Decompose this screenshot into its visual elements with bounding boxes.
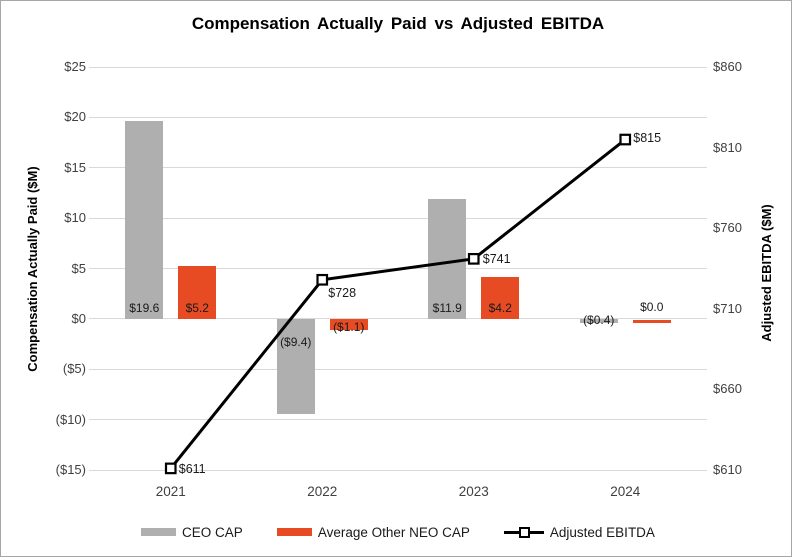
bar-ceo-cap-2022	[276, 319, 315, 415]
bar-label-ceo-cap-2021: $19.6	[129, 300, 160, 315]
x-tick-label-2024: 2024	[610, 484, 641, 499]
legend: CEO CAP Average Other NEO CAP Adjusted E…	[95, 522, 701, 542]
ebitda-marker-2021	[164, 462, 177, 475]
gridline--5	[89, 368, 707, 370]
bar-label-ceo-cap-2022: ($9.4)	[280, 334, 312, 349]
gridline-20	[89, 116, 707, 118]
x-tick-label-2023: 2023	[458, 484, 489, 499]
legend-item-ceo-cap: CEO CAP	[141, 525, 243, 540]
left-ytick--10: ($10)	[55, 411, 86, 427]
right-axis-title: Adjusted EBITDA ($M)	[759, 204, 774, 342]
right-ytick-710: $710	[713, 300, 742, 316]
right-ytick-760: $760	[713, 220, 742, 236]
right-ytick-610: $610	[713, 462, 742, 477]
left-ytick-10: $10	[64, 210, 86, 226]
ceo-cap-swatch	[141, 528, 177, 536]
ebitda-point-label-2021: $611	[178, 462, 206, 477]
bar-label-average-other-neo-cap-2022: ($1.1)	[333, 320, 365, 335]
bar-label-average-other-neo-cap-2023: $4.2	[488, 300, 512, 315]
bar-ceo-cap-2021	[125, 121, 164, 319]
gridline--15	[89, 469, 707, 471]
ebitda-marker-2022	[316, 273, 329, 286]
bar-average-other-neo-cap-2024	[632, 320, 671, 324]
bar-label-average-other-neo-cap-2021: $5.2	[185, 300, 209, 315]
bar-label-ceo-cap-2023: $11.9	[432, 300, 462, 315]
line-swatch-marker-icon	[518, 526, 530, 538]
right-ytick-660: $660	[713, 381, 742, 397]
x-tick-label-2021: 2021	[155, 484, 186, 499]
gridline-15	[89, 167, 707, 169]
left-ytick--15: ($15)	[55, 462, 86, 477]
legend-label-ceo-cap: CEO CAP	[182, 524, 243, 540]
x-tick-label-2022: 2022	[307, 484, 338, 499]
gridline-10	[89, 217, 707, 219]
bar-label-ceo-cap-2024: ($0.4)	[583, 313, 615, 328]
ebitda-point-label-2024: $815	[633, 130, 662, 145]
bar-label-average-other-neo-cap-2024: $0.0	[640, 299, 664, 314]
left-ytick--5: ($5)	[62, 361, 86, 377]
left-ytick-15: $15	[64, 159, 86, 175]
left-ytick-20: $20	[64, 109, 86, 125]
legend-item-adjusted-ebitda: Adjusted EBITDA	[503, 524, 655, 540]
legend-label-neo-cap: Average Other NEO CAP	[317, 524, 470, 540]
left-ytick-0: $0	[71, 310, 86, 326]
left-ytick-25: $25	[64, 59, 86, 74]
left-ytick-5: $5	[71, 260, 86, 276]
gridline--10	[89, 419, 707, 421]
chart-title: Compensation Actually Paid vs Adjusted E…	[191, 14, 605, 33]
ebitda-point-label-2023: $741	[482, 251, 511, 266]
neo-cap-swatch	[276, 528, 312, 536]
gridline-25	[89, 66, 707, 68]
legend-label-adjusted-ebitda: Adjusted EBITDA	[549, 524, 655, 540]
right-ytick-810: $810	[713, 139, 742, 155]
ebitda-marker-2023	[467, 252, 480, 265]
right-ytick-860: $860	[713, 59, 742, 74]
ebitda-marker-2024	[619, 133, 632, 146]
ebitda-point-label-2022: $728	[328, 285, 357, 300]
adjusted-ebitda-line-swatch	[503, 526, 544, 538]
legend-item-neo-cap: Average Other NEO CAP	[276, 524, 470, 540]
